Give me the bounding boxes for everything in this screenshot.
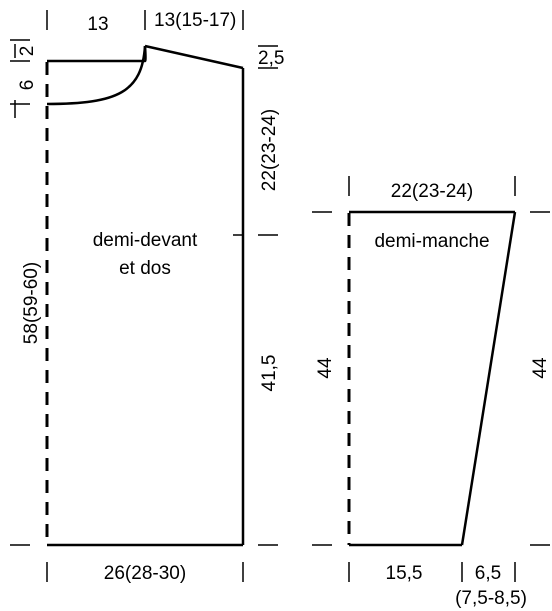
label-shoulder-width: 13(15-17) [154,10,236,31]
label-sleeve-right-height: 44 [530,357,551,379]
sleeve-seam [460,211,517,546]
label-total-height: 58(59-60) [21,262,42,344]
shoulder-line [144,44,244,70]
body-piece [45,44,245,547]
label-neck-depth: 6 [17,80,38,91]
label-cuff-extra-sizes: (7,5-8,5) [455,588,527,609]
label-sleeve-top-width: 22(23-24) [391,181,473,202]
label-sleeve-name: demi-manche [374,231,489,252]
label-armhole-height: 22(23-24) [259,109,280,191]
label-neck-depth-top: 2 [17,46,38,57]
label-top-left-width: 13 [87,14,108,35]
label-body-name-2: et dos [119,258,171,279]
label-shoulder-drop: 2,5 [258,48,284,69]
label-bottom-width: 26(28-30) [104,563,186,584]
sleeve-piece [347,210,517,547]
sleeve-dimension-marks [312,176,550,582]
body-dimension-marks [10,10,278,582]
front-neck-curve [46,45,147,106]
label-cuff-extra: 6,5 [475,563,501,584]
label-side-height: 41,5 [259,355,280,392]
label-sleeve-bottom-width: 15,5 [386,563,423,584]
label-sleeve-left-height: 44 [315,357,336,379]
label-body-name-1: demi-devant [93,230,198,251]
